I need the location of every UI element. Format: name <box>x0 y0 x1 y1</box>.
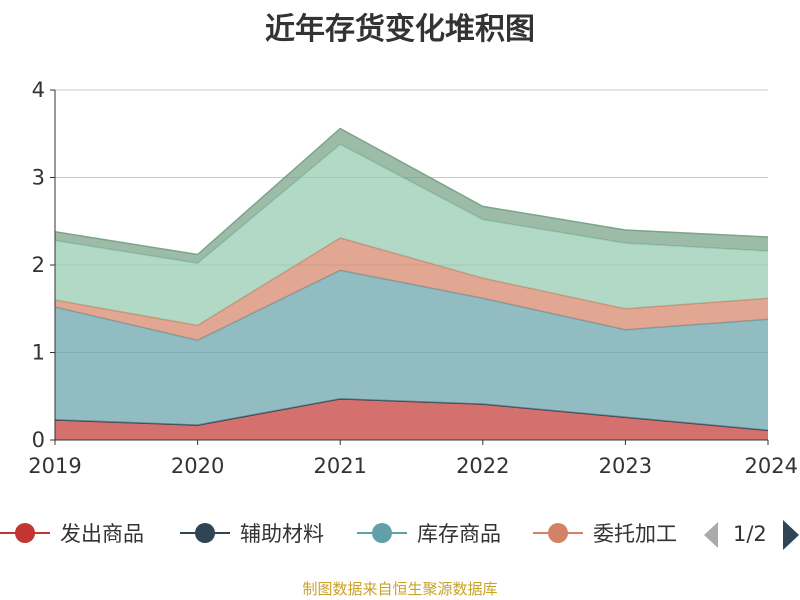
area-series-2 <box>55 270 768 431</box>
area-line-5 <box>54 127 769 256</box>
legend-next-icon[interactable] <box>783 520 799 550</box>
area-series-3 <box>55 237 768 341</box>
legend: 发出商品 辅助材料 库存商品 委托加工 1/2 <box>0 520 799 550</box>
x-tick-label: 2021 <box>313 454 366 478</box>
legend-label[interactable]: 库存商品 <box>417 522 501 546</box>
y-tick-label: 0 <box>32 428 45 452</box>
x-tick-label: 2023 <box>599 454 652 478</box>
axes: 0 1 2 3 4 2019 2020 2021 2022 2023 2024 <box>28 78 798 478</box>
y-tick-label: 4 <box>32 78 45 102</box>
area-series-0 <box>55 398 768 440</box>
legend-marker[interactable] <box>548 523 568 543</box>
legend-label[interactable]: 委托加工 <box>593 522 677 546</box>
legend-marker[interactable] <box>195 523 215 543</box>
x-tick-label: 2022 <box>456 454 509 478</box>
legend-prev-icon[interactable] <box>704 522 718 548</box>
area-series-4 <box>55 144 768 326</box>
legend-marker[interactable] <box>372 523 392 543</box>
y-tick-label: 2 <box>32 253 45 277</box>
chart-title: 近年存货变化堆积图 <box>265 12 535 47</box>
area-series <box>54 127 769 440</box>
x-tick-label: 2020 <box>171 454 224 478</box>
y-tick-label: 3 <box>32 166 45 190</box>
area-series-5 <box>55 128 768 264</box>
legend-marker[interactable] <box>15 523 35 543</box>
legend-page-indicator: 1/2 <box>733 522 767 546</box>
x-tick-label: 2024 <box>745 454 798 478</box>
y-tick-label: 1 <box>32 341 45 365</box>
source-note: 制图数据来自恒生聚源数据库 <box>302 580 498 598</box>
legend-label[interactable]: 发出商品 <box>60 522 144 546</box>
x-tick-label: 2019 <box>28 454 81 478</box>
legend-label[interactable]: 辅助材料 <box>240 522 324 546</box>
